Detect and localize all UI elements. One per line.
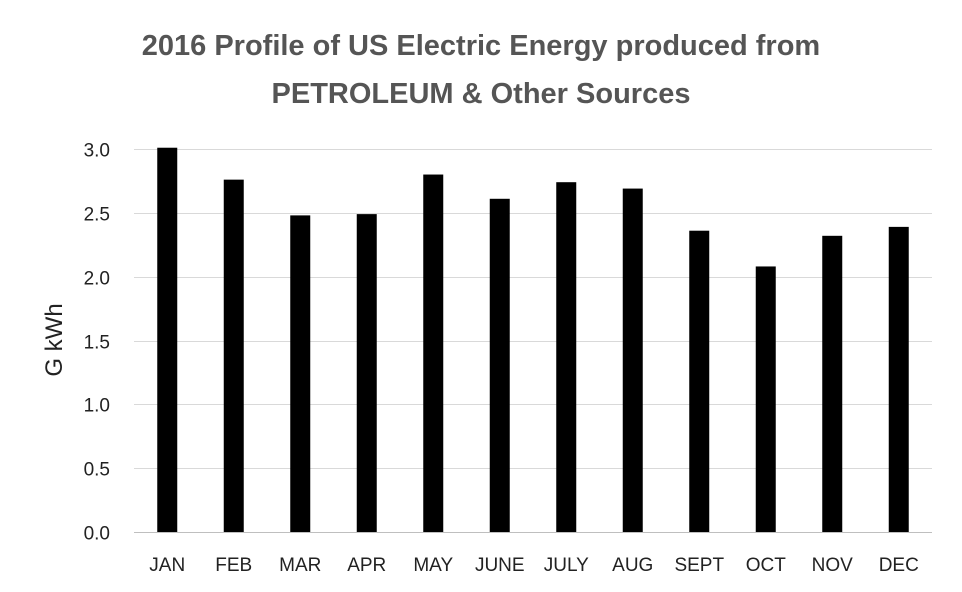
chart-title-line-2: PETROLEUM & Other Sources	[271, 78, 691, 110]
y-tick-label: 0.5	[84, 460, 110, 481]
bar-apr	[356, 214, 377, 533]
x-tick-label: JULY	[544, 555, 589, 576]
y-tick-label: 1.0	[84, 396, 110, 417]
bar-may	[423, 174, 444, 533]
y-tick-label: 2.0	[84, 269, 110, 290]
bar-feb	[223, 179, 244, 532]
bar-jan	[157, 147, 178, 532]
y-tick-label: 3.0	[84, 141, 110, 162]
bar-sept	[689, 230, 710, 532]
y-tick-label: 0.0	[84, 524, 110, 545]
y-tick-labels: 0.0 0.5 1.0 1.5 2.0 2.5 3.0	[84, 141, 110, 545]
x-tick-label: FEB	[215, 555, 252, 576]
bars	[157, 147, 909, 533]
x-tick-label: OCT	[746, 555, 787, 576]
bar-aug	[622, 188, 643, 532]
y-axis-title: G kWh	[41, 303, 68, 376]
bar-oct	[755, 266, 776, 532]
x-tick-label: APR	[347, 555, 386, 576]
y-tick-label: 1.5	[84, 333, 110, 354]
bar-dec	[888, 226, 909, 533]
chart-title-line-1: 2016 Profile of US Electric Energy produ…	[141, 30, 821, 62]
x-tick-label: JUNE	[475, 555, 525, 576]
bar-nov	[822, 235, 843, 532]
bar-mar	[290, 215, 311, 533]
x-tick-labels: JAN FEB MAR APR MAY JUNE JULY AUG SEPT OCT NOV DEC	[149, 555, 919, 576]
x-tick-label: MAY	[413, 555, 453, 576]
x-tick-label: AUG	[612, 555, 653, 576]
bar-june	[489, 198, 510, 533]
x-tick-label: DEC	[879, 555, 919, 576]
x-tick-label: NOV	[812, 555, 854, 576]
x-tick-label: SEPT	[674, 555, 724, 576]
x-tick-label: MAR	[279, 555, 321, 576]
x-tick-label: JAN	[149, 555, 185, 576]
y-tick-label: 2.5	[84, 205, 110, 226]
gridlines	[134, 149, 932, 533]
bar-july	[556, 182, 577, 532]
